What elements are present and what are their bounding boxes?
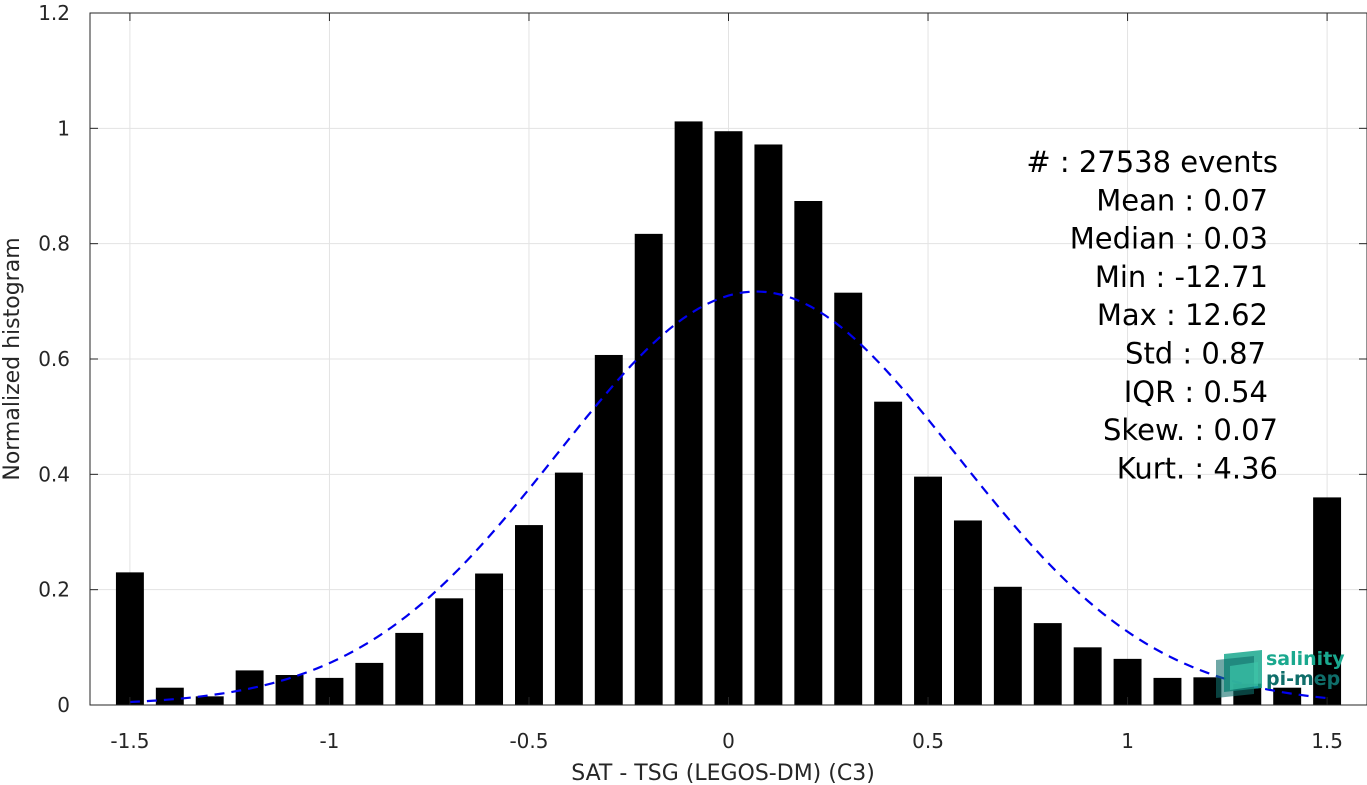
- y-tick-label: 0: [57, 693, 70, 717]
- y-tick-label: 1.2: [38, 1, 70, 25]
- y-tick-label: 0.2: [38, 578, 70, 602]
- x-tick-label: -0.5: [509, 729, 548, 753]
- histogram-bar: [1313, 497, 1342, 705]
- histogram-bar: [515, 525, 543, 705]
- histogram-bar: [395, 632, 424, 705]
- histogram-bar: [115, 572, 144, 705]
- stat-line: # : 27538 events: [1026, 145, 1278, 179]
- stat-line: Kurt. : 4.36: [1117, 451, 1278, 485]
- stat-line: Min : -12.71: [1095, 260, 1268, 294]
- histogram-bar: [953, 520, 982, 705]
- histogram-bar: [674, 121, 703, 705]
- x-axis-label: SAT - TSG (LEGOS-DM) (C3): [571, 761, 875, 785]
- histogram-bar: [1073, 647, 1102, 705]
- stat-line: Mean : 0.07: [1096, 183, 1268, 217]
- histogram-bar: [754, 144, 783, 706]
- histogram-bar: [275, 675, 304, 705]
- histogram-bar: [195, 696, 224, 705]
- histogram-bars: [115, 121, 1342, 706]
- y-tick-label: 1: [57, 116, 70, 140]
- logo-text-pi-mep: pi-mep: [1266, 668, 1340, 690]
- x-tick-label: -1: [319, 729, 339, 753]
- y-tick-label: 0.6: [38, 347, 70, 371]
- stat-line: IQR : 0.54: [1124, 375, 1268, 409]
- y-tick-label: 0.8: [38, 232, 70, 256]
- gaussian-fit-line: [129, 290, 1328, 704]
- histogram-bar: [554, 472, 583, 705]
- stat-line: Max : 12.62: [1097, 298, 1268, 332]
- histogram-bar: [1273, 687, 1302, 705]
- salinity-pi-mep-logo: salinity pi-mep: [1216, 648, 1345, 698]
- stat-line: Skew. : 0.07: [1103, 413, 1278, 447]
- histogram-bar: [355, 662, 384, 705]
- tick-labels: -1.5 -1 -0.5 0 0.5 1 1.5 0 0.2 0.4 0.6 0.8 1 1.2: [38, 1, 1343, 753]
- x-tick-label: 1: [1121, 729, 1134, 753]
- x-tick-label: 0: [722, 729, 735, 753]
- histogram-bar: [914, 476, 942, 705]
- histogram-bar: [475, 573, 504, 705]
- x-tick-label: 1.5: [1311, 729, 1343, 753]
- stats-box: # : 27538 events Mean : 0.07 Median : 0.03…: [1026, 145, 1278, 485]
- y-axis-label: Normalized histogram: [0, 237, 25, 480]
- histogram-bar: [834, 292, 863, 705]
- histogram-bar: [993, 586, 1022, 705]
- x-tick-label: 0.5: [912, 729, 944, 753]
- histogram-bar: [155, 687, 184, 705]
- stat-line: Std : 0.87: [1125, 337, 1266, 371]
- histogram-bar: [1153, 677, 1182, 705]
- gaussian-fit: [129, 290, 1328, 704]
- histogram-bar: [794, 200, 823, 705]
- histogram-bar: [1033, 623, 1062, 705]
- histogram-bar: [874, 401, 903, 705]
- histogram-bar: [634, 233, 663, 705]
- stat-line: Median : 0.03: [1070, 222, 1268, 256]
- histogram-bar: [714, 131, 743, 705]
- axes: [89, 12, 1367, 706]
- x-tick-label: -1.5: [110, 729, 149, 753]
- logo-icon: [1216, 650, 1262, 698]
- histogram-bar: [435, 598, 464, 705]
- logo-text-salinity: salinity: [1266, 648, 1345, 670]
- y-tick-label: 0.4: [38, 462, 70, 486]
- histogram-bar: [594, 354, 623, 705]
